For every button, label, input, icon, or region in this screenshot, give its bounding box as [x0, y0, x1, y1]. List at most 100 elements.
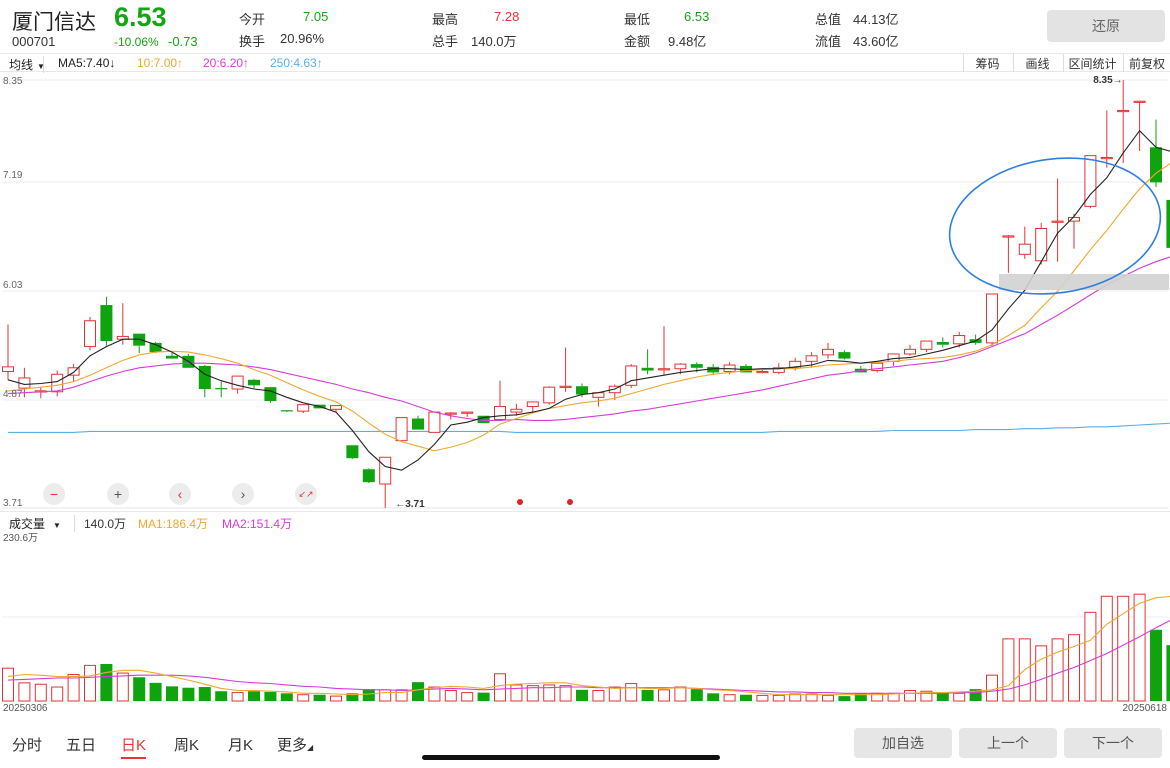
tab-weekly-k[interactable]: 周K — [174, 737, 200, 754]
volume-bar — [986, 674, 998, 702]
volume-bar — [166, 686, 178, 701]
price-tick-label: 4.87 — [3, 389, 23, 400]
end-date-label: 20250618 — [1123, 703, 1168, 714]
volume-indicator-select[interactable]: 成交量 ▼ — [0, 515, 75, 532]
candle — [198, 365, 211, 398]
stat-high: 最高 7.28 — [432, 9, 520, 27]
volume-bar — [740, 694, 752, 701]
volume-bar — [248, 691, 260, 701]
candle — [346, 445, 359, 460]
volume-bar — [34, 683, 47, 702]
volume-bar — [1117, 595, 1130, 702]
stat-volume: 总手 140.0万 — [432, 34, 517, 49]
price-tick-label: 8.35 — [3, 76, 23, 87]
tab-five-day[interactable]: 五日 — [66, 737, 97, 754]
previous-stock-button[interactable]: 上一个 — [959, 728, 1057, 758]
price-tick-label: 6.03 — [3, 280, 23, 291]
candle — [67, 364, 80, 382]
home-indicator — [422, 755, 720, 760]
volume-bar — [51, 686, 64, 702]
candle — [264, 387, 277, 403]
volume-bar — [641, 689, 654, 701]
restore-button[interactable]: 还原 — [1047, 10, 1165, 42]
candle — [395, 417, 408, 442]
price-tick-label: 3.71 — [3, 498, 23, 509]
event-marker-dot — [567, 499, 573, 505]
volume-bar — [969, 689, 982, 701]
volume-bar — [559, 685, 572, 702]
candle — [51, 370, 64, 397]
chart-grid — [2, 79, 1168, 702]
candle — [84, 317, 96, 351]
draw-line-button[interactable]: 画线 — [1013, 54, 1061, 72]
corner-arrow-icon: ◢ — [307, 743, 314, 752]
dropdown-arrow-icon: ▼ — [37, 62, 45, 71]
add-watchlist-button[interactable]: 加自选 — [854, 728, 952, 758]
candle — [100, 296, 113, 346]
volume-bar — [1051, 638, 1064, 702]
ma10-line — [7, 163, 1170, 452]
volume-indicator-bar: 成交量 ▼ 140.0万 MA1:186.4万 MA2:151.4万 — [0, 511, 1170, 532]
volume-bar — [625, 683, 638, 702]
ma5-legend: MA5:7.40↓ — [58, 56, 116, 70]
volume-bar — [264, 691, 277, 701]
indicator-select[interactable]: 均线 ▼ — [0, 56, 45, 73]
candle — [822, 342, 834, 359]
volume-bar — [330, 695, 342, 702]
volume-ma1-line — [7, 595, 1170, 696]
stat-float-cap: 流值 43.60亿 — [815, 34, 899, 49]
stat-amount: 金额 9.48亿 — [624, 34, 707, 49]
ma250-legend: 250:4.63↑ — [270, 56, 323, 70]
stock-name: 厦门信达 — [12, 11, 96, 34]
candle — [231, 375, 244, 394]
volume-bar — [772, 694, 785, 702]
volume-bar — [789, 693, 802, 702]
tab-monthly-k[interactable]: 月K — [228, 737, 254, 754]
volume-bar — [674, 686, 687, 702]
candle — [1117, 80, 1130, 164]
candle — [494, 380, 506, 421]
tab-intraday[interactable]: 分时 — [12, 737, 43, 754]
ma5-line — [7, 129, 1170, 471]
candle — [280, 410, 293, 413]
volume-ma2-line — [7, 619, 1170, 694]
volume-bar — [297, 694, 310, 702]
volume-bar — [658, 689, 670, 702]
volume-bars — [2, 593, 1170, 702]
collapse-icon[interactable]: ↙↗ — [295, 483, 317, 505]
candle — [428, 411, 441, 433]
zoom-out-icon[interactable]: − — [43, 483, 65, 505]
next-stock-button[interactable]: 下一个 — [1064, 728, 1162, 758]
volume-bar — [707, 693, 720, 701]
volume-bar — [494, 673, 506, 702]
volume-bar — [854, 693, 867, 701]
zoom-in-icon[interactable]: + — [107, 483, 129, 505]
tab-more[interactable]: 更多◢ — [277, 737, 314, 754]
candle — [34, 387, 47, 399]
volume-bar — [149, 682, 162, 701]
scroll-left-icon[interactable]: ‹ — [169, 483, 191, 505]
range-stats-button[interactable]: 区间统计 — [1063, 54, 1121, 72]
candle — [986, 293, 998, 347]
volume-ma1-legend: MA1:186.4万 — [138, 517, 209, 531]
volume-bar — [116, 672, 129, 702]
candle — [772, 363, 785, 375]
candle — [543, 386, 556, 405]
forward-adjust-button[interactable]: 前复权 — [1123, 54, 1170, 72]
candle — [379, 456, 392, 508]
scroll-right-icon[interactable]: › — [232, 483, 254, 505]
volume-bar — [904, 690, 916, 702]
change-amount: -0.73 — [168, 34, 198, 49]
stat-turnover: 换手 20.96% — [239, 31, 325, 49]
volume-bar — [100, 663, 113, 701]
volume-bar — [936, 693, 949, 701]
stock-code: 000701 — [12, 34, 56, 49]
start-date-label: 20250306 — [3, 703, 48, 714]
candle — [1100, 110, 1113, 168]
candle — [116, 303, 129, 345]
tab-daily-k[interactable]: 日K — [121, 734, 147, 759]
volume-bar — [1035, 645, 1048, 702]
candle — [625, 364, 638, 389]
chip-distribution-button[interactable]: 筹码 — [963, 54, 1011, 72]
